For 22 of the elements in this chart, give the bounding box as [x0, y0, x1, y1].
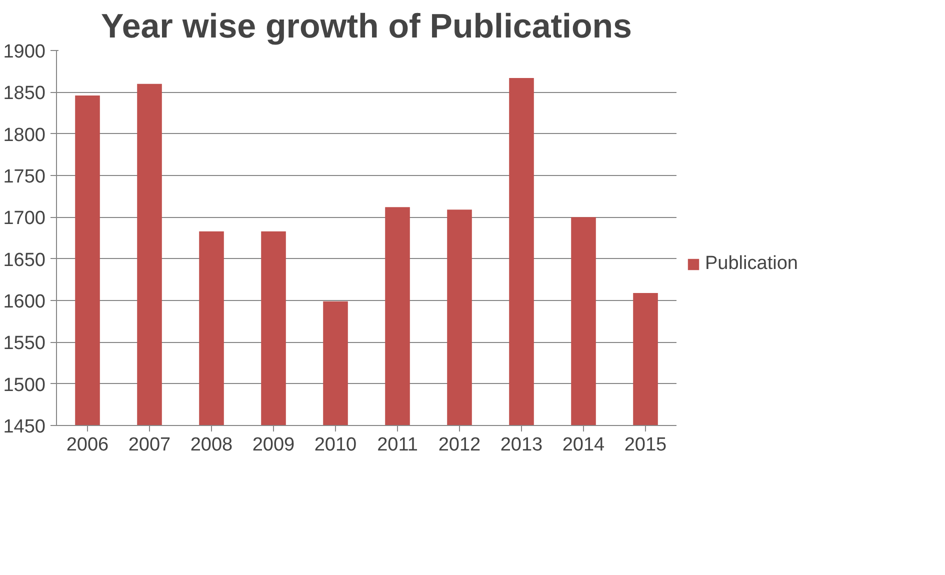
y-tick-label: 1900	[3, 42, 46, 62]
y-tick-label: 1550	[3, 333, 46, 354]
x-tick-label: 2006	[66, 434, 109, 456]
x-tick-label: 2007	[128, 434, 171, 456]
x-tick-label: 2011	[377, 434, 418, 456]
y-tick-label: 1800	[3, 124, 46, 146]
legend-label: Publication	[705, 253, 798, 275]
y-tick-label: 1650	[3, 250, 46, 271]
y-tick-label: 1850	[3, 83, 46, 104]
x-tick-label: 2008	[190, 434, 233, 456]
chart-title: Year wise growth of Publications	[101, 8, 632, 46]
y-tick-label: 1700	[3, 208, 46, 230]
y-tick-label: 1450	[3, 416, 46, 438]
y-tick-label: 1500	[3, 374, 46, 396]
x-tick-label: 2015	[624, 434, 667, 456]
x-tick-label: 2009	[252, 434, 295, 456]
y-tick-label: 1600	[3, 292, 46, 312]
x-tick-label: 2010	[314, 434, 357, 456]
x-tick-label: 2012	[438, 434, 481, 456]
x-tick-label: 2013	[500, 434, 543, 456]
x-tick-label: 2014	[562, 434, 606, 456]
y-tick-label: 1750	[3, 166, 46, 188]
